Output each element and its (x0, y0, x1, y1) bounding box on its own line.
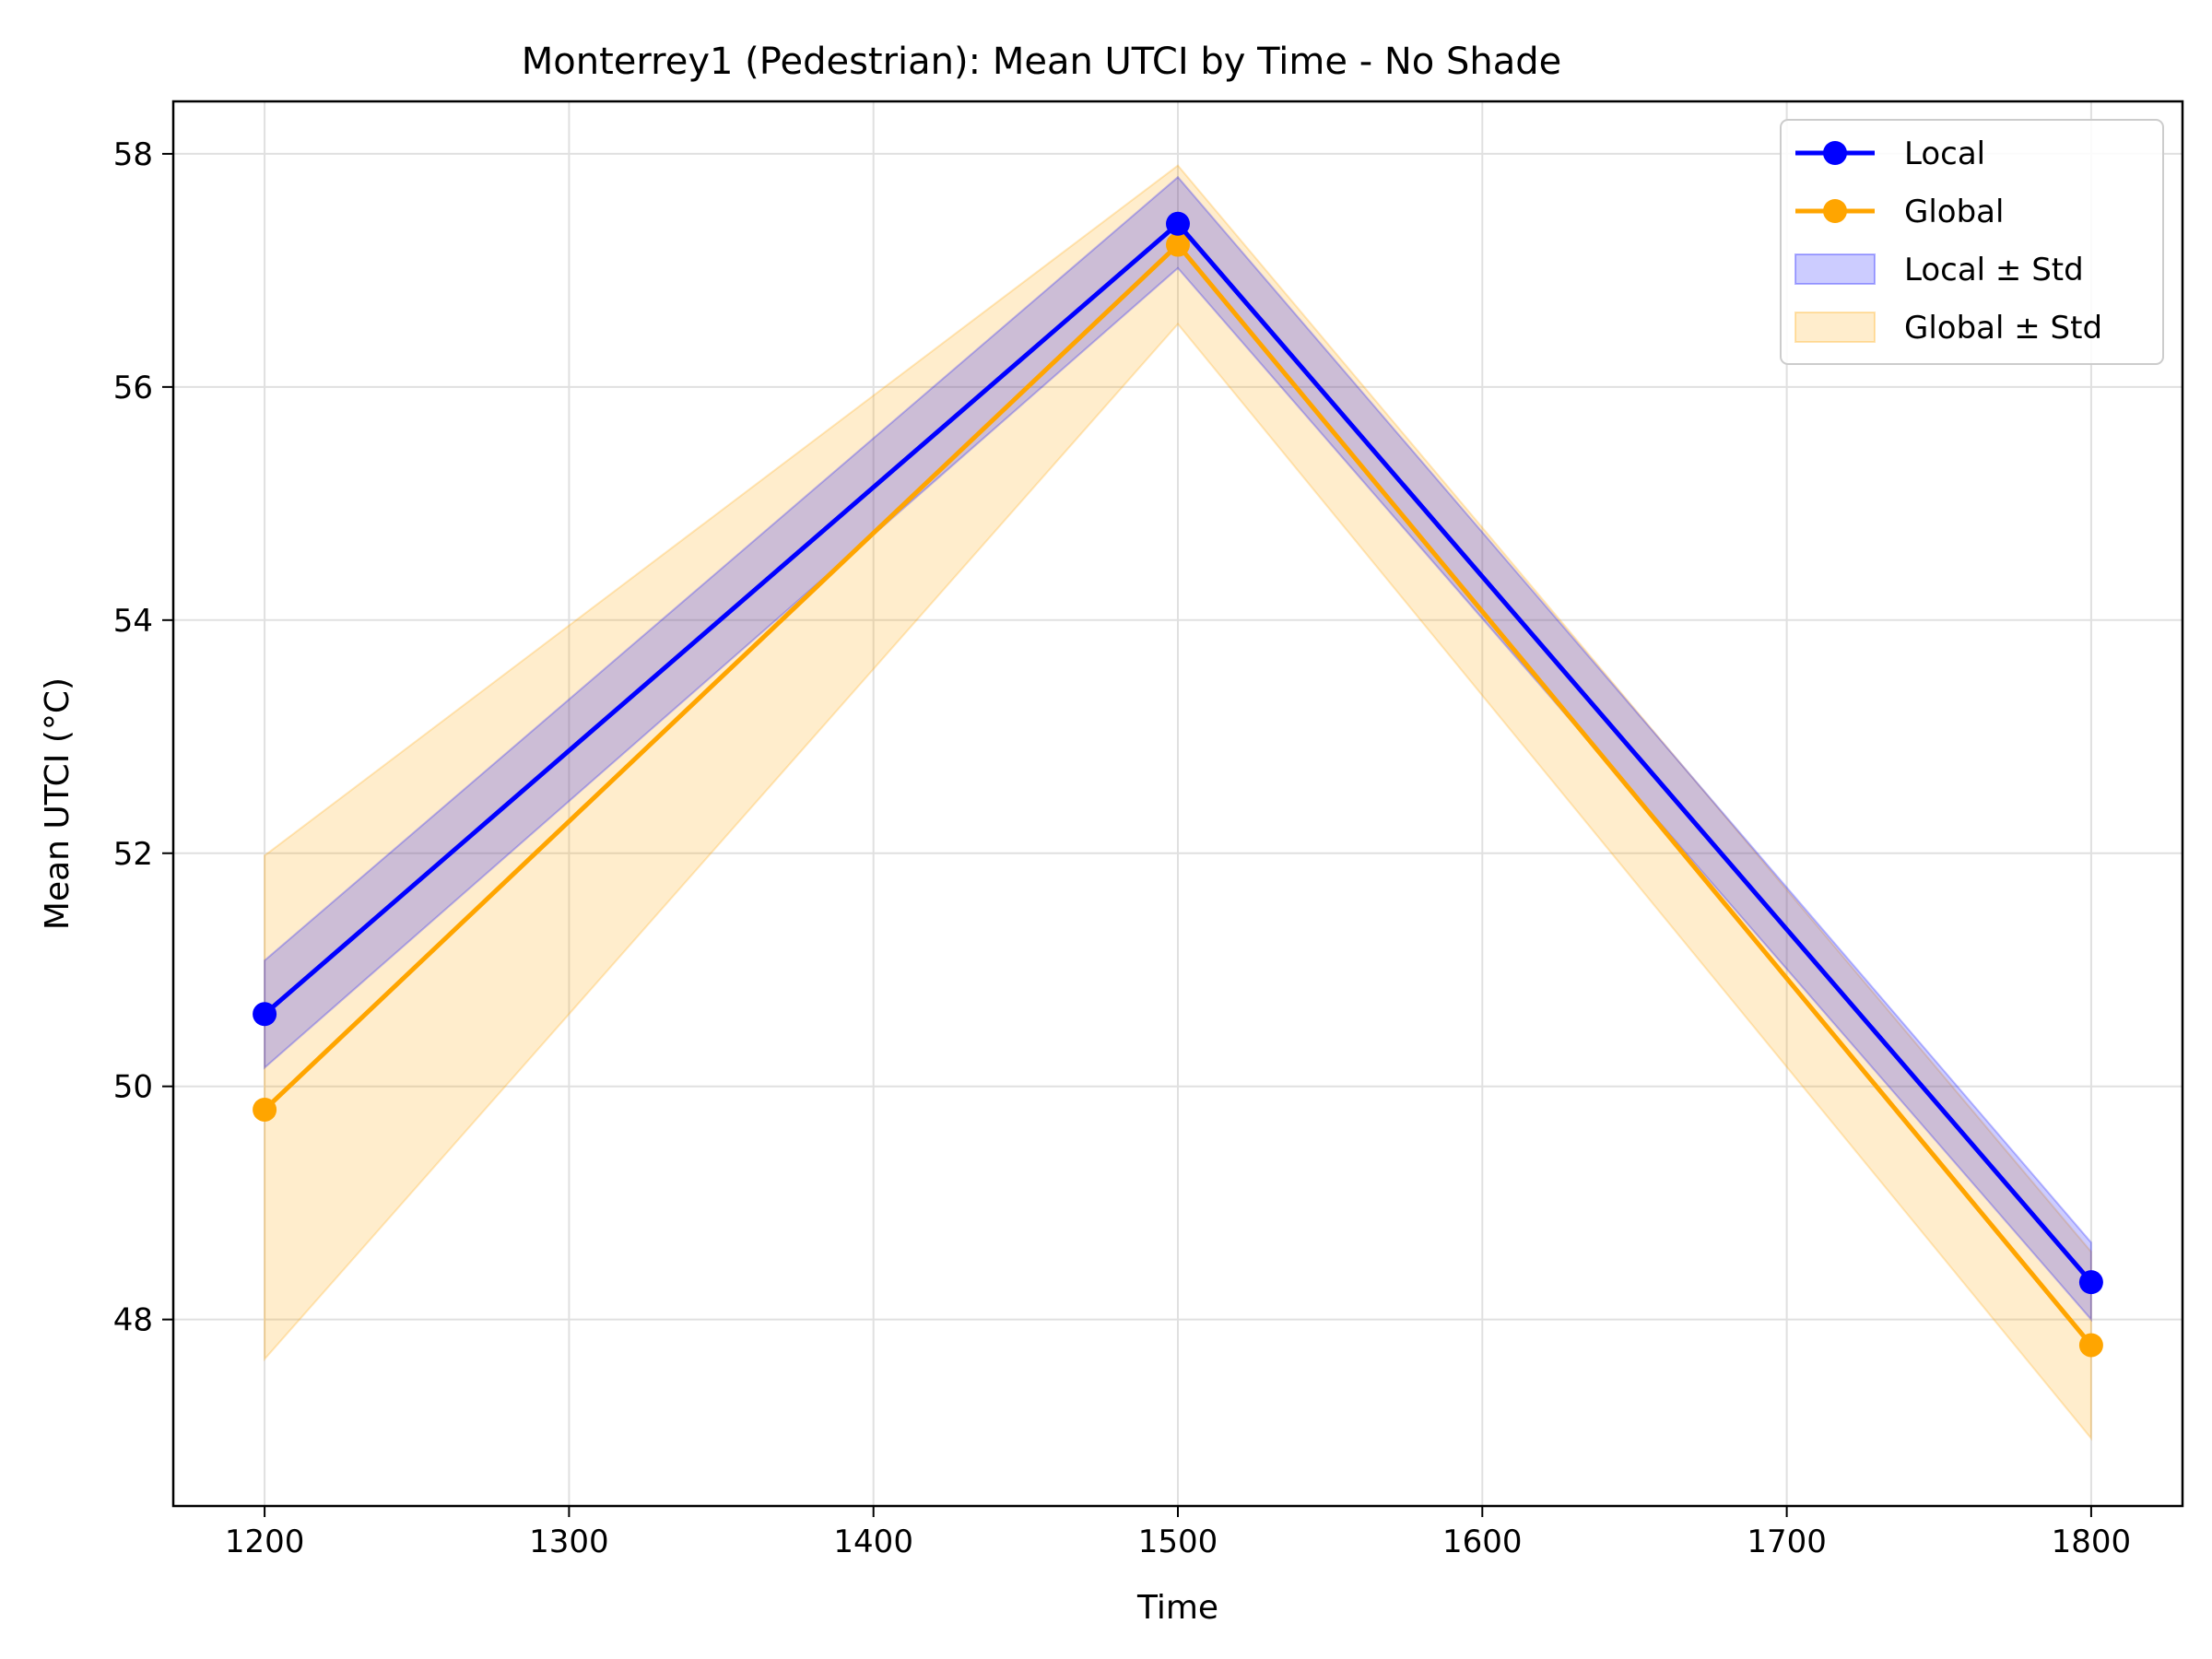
axis-ticks: 1200 1300 1400 1500 1600 1700 1800 48 50 52 54 56 58 (113, 136, 2131, 1560)
chart-title: Monterrey1 (Pedestrian): Mean UTCI by Ti… (522, 41, 1561, 83)
y-tick-label: 54 (113, 603, 153, 640)
data-point-global (253, 1097, 277, 1122)
y-tick-label: 52 (113, 836, 153, 873)
x-tick-label: 1600 (1442, 1524, 1523, 1560)
x-tick-label: 1400 (833, 1524, 913, 1560)
x-tick-label: 1800 (2052, 1524, 2132, 1560)
legend-label: Global ± Std (1904, 310, 2102, 347)
legend-marker-global (1823, 199, 1847, 223)
legend-label: Local (1904, 135, 1985, 172)
legend-marker-local (1823, 141, 1847, 165)
data-point-global (2078, 1333, 2103, 1358)
x-tick-label: 1200 (225, 1524, 305, 1560)
y-axis-label: Mean UTCI (°C) (39, 677, 76, 930)
std-band-local (264, 175, 2092, 1323)
data-point-global (1166, 232, 1190, 257)
y-tick-label: 50 (113, 1069, 153, 1106)
y-tick-label: 56 (113, 370, 153, 406)
legend-label: Local ± Std (1904, 252, 2084, 288)
legend: Local Global Local ± Std Global ± Std (1780, 119, 2164, 365)
x-tick-label: 1300 (529, 1524, 609, 1560)
data-point-local (2078, 1270, 2103, 1295)
x-tick-label: 1700 (1747, 1524, 1827, 1560)
y-tick-label: 58 (113, 136, 153, 173)
legend-band-swatch (1794, 253, 1876, 285)
legend-label: Global (1904, 194, 2004, 230)
x-tick-label: 1500 (1138, 1524, 1218, 1560)
y-tick-label: 48 (113, 1302, 153, 1339)
std-bands (264, 164, 2092, 1441)
std-band-global (264, 164, 2092, 1441)
legend-band-swatch (1794, 312, 1876, 343)
series-lines (253, 211, 2103, 1358)
data-point-local (1166, 211, 1190, 236)
x-axis-label: Time (1136, 1589, 1218, 1627)
legend-box (1780, 119, 2164, 365)
data-point-local (253, 1002, 277, 1027)
